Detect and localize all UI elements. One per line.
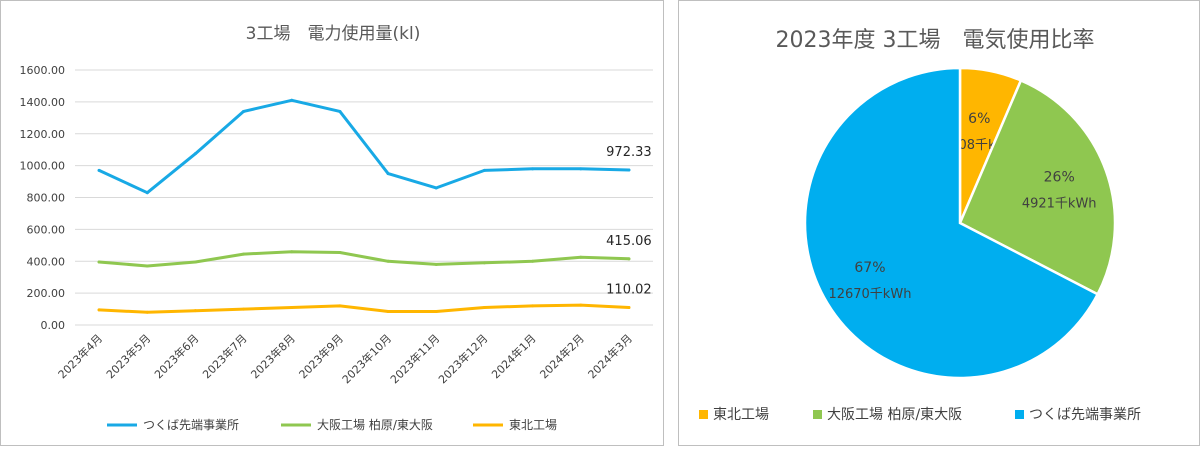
x-tick-label: 2024年3月	[585, 331, 635, 381]
data-point	[434, 186, 438, 190]
data-point	[97, 308, 101, 312]
series-line	[97, 98, 631, 195]
pie-chart: 2023年度 3工場 電気使用比率 6%1208千kWh26%4921千kWh6…	[699, 28, 1141, 423]
data-point	[627, 168, 631, 172]
y-tick-label: 1400.00	[20, 96, 66, 109]
y-tick-label: 600.00	[27, 223, 66, 236]
x-tick-label: 2023年6月	[151, 331, 201, 381]
data-point	[242, 252, 246, 256]
data-point	[531, 259, 535, 263]
data-point	[193, 152, 197, 156]
y-tick-label: 1000.00	[20, 160, 66, 173]
data-point	[193, 309, 197, 313]
data-point	[338, 304, 342, 308]
data-point	[386, 309, 390, 313]
data-point	[97, 168, 101, 172]
data-point	[531, 167, 535, 171]
data-point	[627, 257, 631, 261]
x-tick-label: 2023年10月	[339, 331, 394, 386]
series-line	[97, 303, 631, 314]
legend-swatch	[699, 410, 708, 419]
data-label: 972.33	[606, 145, 652, 160]
data-point	[338, 250, 342, 254]
data-point	[145, 264, 149, 268]
data-point	[531, 304, 535, 308]
x-tick-label: 2024年2月	[537, 331, 587, 381]
line-chart-panel: 3工場 電力使用量(kl) 1600.00 1400.00 1200.00 1000.…	[0, 0, 664, 446]
data-point	[579, 303, 583, 307]
y-tick-label: 1200.00	[20, 128, 66, 141]
y-tick-label: 400.00	[27, 255, 66, 268]
x-tick-label: 2024年1月	[489, 331, 539, 381]
data-point	[145, 310, 149, 314]
legend-label: つくば先端事業所	[1029, 407, 1141, 423]
data-point	[434, 309, 438, 313]
x-tick-label: 2023年5月	[103, 331, 153, 381]
data-point	[627, 305, 631, 309]
x-tick-label: 2023年7月	[200, 331, 250, 381]
legend-label: 東北工場	[509, 418, 557, 432]
legend-label: つくば先端事業所	[143, 418, 239, 432]
slice-value-label: 12670千kWh	[828, 287, 911, 302]
data-point	[482, 168, 486, 172]
data-point	[482, 305, 486, 309]
legend-swatch	[1015, 410, 1024, 419]
pie-chart-panel: 2023年度 3工場 電気使用比率 6% 1208千kWh 26% 4921千kWh 6…	[678, 0, 1200, 446]
x-tick-label: 2023年8月	[248, 331, 298, 381]
legend-label: 東北工場	[713, 407, 769, 423]
data-point	[579, 167, 583, 171]
data-point	[290, 98, 294, 102]
data-point	[290, 305, 294, 309]
slice-value-label: 4921千kWh	[1022, 196, 1097, 211]
data-point	[193, 260, 197, 264]
data-point	[145, 191, 149, 195]
data-point	[386, 172, 390, 176]
data-point	[242, 109, 246, 113]
data-point	[434, 262, 438, 266]
legend-label: 大阪工場 柏原/東大阪	[317, 417, 433, 432]
y-tick-label: 200.00	[27, 287, 66, 300]
data-point	[242, 307, 246, 311]
data-point	[338, 109, 342, 113]
x-tick-label: 2023年4月	[55, 331, 105, 381]
slice-percent-label: 6%	[968, 111, 990, 127]
data-point	[579, 255, 583, 259]
y-tick-label: 1600.00	[20, 64, 66, 77]
x-tick-label: 2023年9月	[296, 331, 346, 381]
data-point	[482, 261, 486, 265]
slice-percent-label: 67%	[854, 260, 885, 276]
legend-swatch	[813, 410, 822, 419]
x-tick-label: 2023年12月	[435, 331, 490, 386]
y-tick-label: 0.00	[41, 319, 66, 332]
pie-chart-title: 2023年度 3工場 電気使用比率	[776, 28, 1095, 53]
data-point	[386, 259, 390, 263]
line-chart-title: 3工場 電力使用量(kl)	[246, 23, 421, 44]
data-label: 110.02	[606, 282, 652, 297]
x-tick-label: 2023年11月	[387, 331, 442, 386]
series-line	[97, 250, 631, 268]
data-point	[290, 250, 294, 254]
legend-label: 大阪工場 柏原/東大阪	[827, 407, 962, 423]
line-chart: 3工場 電力使用量(kl) 1600.00 1400.00 1200.00 1000.…	[20, 23, 653, 432]
pie-slice	[803, 66, 1100, 380]
y-tick-label: 800.00	[27, 192, 66, 205]
data-label: 415.06	[606, 234, 652, 249]
pie-slice	[958, 78, 1117, 296]
data-point	[97, 260, 101, 264]
slice-percent-label: 26%	[1044, 169, 1075, 185]
